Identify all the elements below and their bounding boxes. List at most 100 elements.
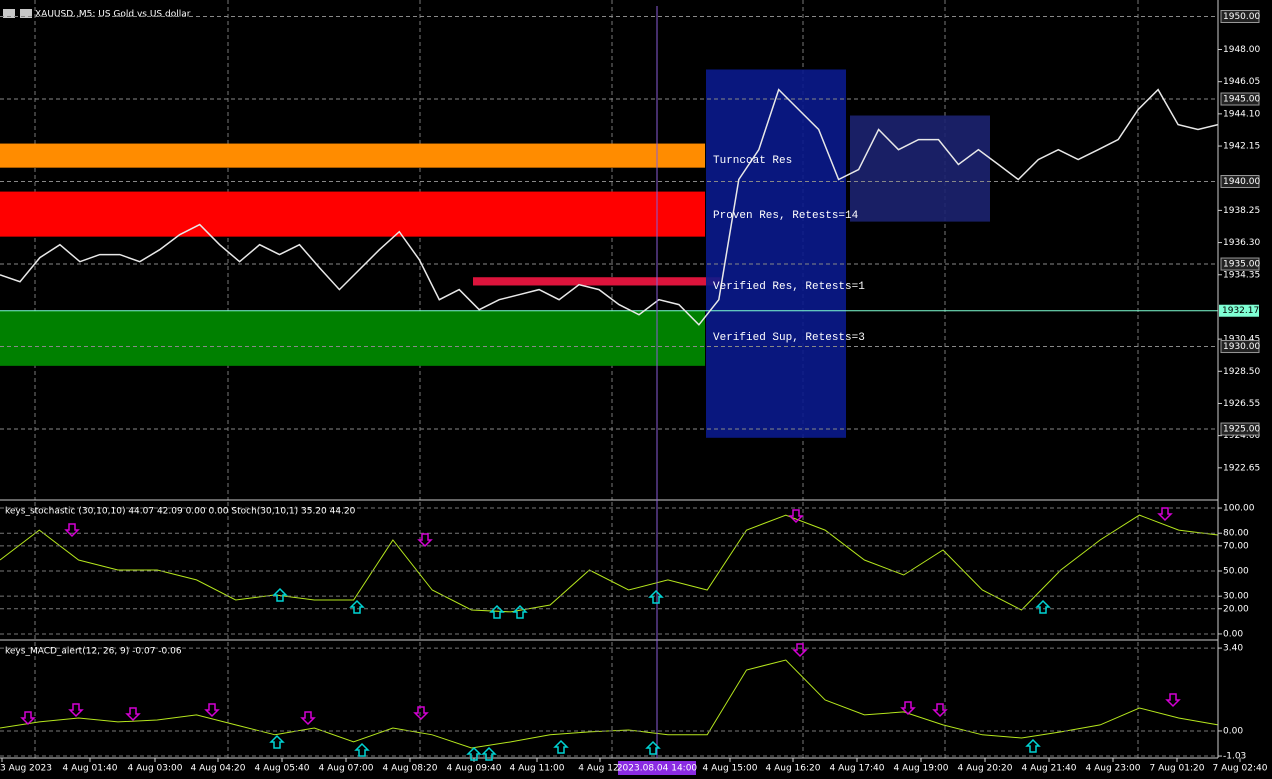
x-tick-label: 4 Aug 05:40: [255, 764, 310, 774]
y-tick-label: 0.00: [1223, 629, 1243, 639]
zone-label: Verified Sup, Retests=3: [713, 332, 865, 344]
y-tick-label: 1938.25: [1223, 206, 1260, 216]
alert-arrow: [645, 740, 661, 755]
y-tick-label: 3.40: [1223, 644, 1243, 654]
x-tick-label: 4 Aug 08:20: [383, 764, 438, 774]
y-tick-label: 30.00: [1223, 592, 1249, 602]
y-tick-label: 80.00: [1223, 529, 1249, 539]
alert-arrow: [648, 589, 664, 604]
y-tick-label: 1930.45: [1223, 335, 1260, 345]
level-box: [1220, 92, 1260, 106]
x-tick-label: 4 Aug 01:40: [63, 764, 118, 774]
alert-arrow: [900, 701, 916, 716]
y-tick-label: 1934.35: [1223, 270, 1260, 280]
indicator-title: keys_MACD_alert(12, 26, 9) -0.07 -0.06: [5, 647, 182, 657]
alert-arrow: [269, 734, 285, 749]
level-label: 1950.00: [1223, 12, 1260, 22]
alert-arrow: [20, 711, 36, 726]
x-tick-label: 4 Aug 23:00: [1086, 764, 1141, 774]
series-line: [0, 514, 1219, 613]
series-line: [0, 88, 1219, 326]
y-tick-label: -1.03: [1223, 752, 1246, 762]
y-tick-label: 1922.65: [1223, 463, 1260, 473]
y-tick-label: 100.00: [1223, 504, 1255, 514]
y-tick-label: 1948.00: [1223, 45, 1260, 55]
x-tick-label: 3 Aug 2023: [0, 764, 52, 774]
y-tick-label: 1936.30: [1223, 238, 1260, 248]
alert-arrow: [68, 703, 84, 718]
zone-label: Turncoat Res: [713, 155, 792, 167]
x-tick-label: 7 Aug 02:40: [1213, 764, 1268, 774]
zone: [473, 277, 720, 286]
box: [706, 69, 846, 438]
zone: [0, 310, 705, 366]
alert-arrow: [204, 703, 220, 718]
zone-label: Proven Res, Retests=14: [713, 210, 859, 222]
zone-label: Verified Res, Retests=1: [713, 281, 865, 293]
y-tick-label: 1926.55: [1223, 399, 1260, 409]
alert-arrow: [466, 746, 482, 761]
x-tick-label: 4 Aug 03:00: [128, 764, 183, 774]
level-box: [1220, 175, 1260, 189]
alert-arrow: [788, 509, 804, 524]
x-tick-label: 7 Aug 01:20: [1150, 764, 1205, 774]
x-tick-label: 4 Aug 16:20: [766, 764, 821, 774]
chart-title: XAUUSD.,M5: US Gold vs US dollar: [35, 10, 191, 20]
y-tick-label: 1928.50: [1223, 367, 1260, 377]
alert-arrow: [489, 604, 505, 619]
x-tick-label: 4 Aug 20:20: [958, 764, 1013, 774]
alert-arrow: [1165, 693, 1181, 708]
alert-arrow: [413, 706, 429, 721]
y-tick-label: 0.00: [1223, 726, 1243, 736]
icon[interactable]: [20, 9, 32, 18]
alert-arrow: [349, 599, 365, 614]
box: [850, 115, 990, 222]
y-tick-label: 1946.05: [1223, 77, 1260, 87]
crosshair-label: 2023.08.04 14:00: [617, 764, 698, 774]
y-tick-label: 1924.60: [1223, 431, 1260, 441]
alert-arrow: [1157, 507, 1173, 522]
level-box: [1220, 422, 1260, 436]
alert-arrow: [512, 604, 528, 619]
y-tick-label: 20.00: [1223, 604, 1249, 614]
x-tick-label: 4 Aug 09:40: [447, 764, 502, 774]
level-box: [1220, 340, 1260, 354]
alert-arrow: [417, 533, 433, 548]
alert-arrow: [354, 742, 370, 757]
alert-arrow: [272, 587, 288, 602]
x-tick-label: 4 Aug 15:00: [703, 764, 758, 774]
x-tick-label: 4 Aug 04:20: [191, 764, 246, 774]
current-price-box: [1219, 304, 1259, 317]
alert-arrow: [481, 746, 497, 761]
x-tick-label: 4 Aug 07:00: [319, 764, 374, 774]
x-tick-label: 4 Aug 21:40: [1022, 764, 1077, 774]
level-box: [1220, 10, 1260, 24]
alert-arrow: [125, 707, 141, 722]
crosshair-box: [618, 761, 696, 775]
level-box: [1220, 257, 1260, 271]
alert-arrow: [1025, 738, 1041, 753]
alert-arrow: [553, 739, 569, 754]
level-label: 1925.00: [1223, 425, 1260, 435]
level-label: 1940.00: [1223, 177, 1260, 187]
alert-arrow: [1035, 599, 1051, 614]
level-label: 1945.00: [1223, 95, 1260, 105]
y-tick-label: 70.00: [1223, 541, 1249, 551]
alert-arrow: [300, 711, 316, 726]
alert-arrow: [64, 523, 80, 538]
y-tick-label: 1942.15: [1223, 142, 1260, 152]
alert-arrow: [792, 643, 808, 658]
y-tick-label: 50.00: [1223, 567, 1249, 577]
alert-arrow: [932, 703, 948, 718]
indicator-title: keys_stochastic (30,10,10) 44.07 42.09 0…: [5, 507, 356, 517]
current-price-label: 1932.17: [1222, 306, 1259, 316]
x-tick-label: 4 Aug 11:00: [510, 764, 565, 774]
icon[interactable]: [3, 9, 15, 18]
x-tick-label: 4 Aug 17:40: [830, 764, 885, 774]
zone: [0, 191, 705, 237]
y-tick-label: 1944.10: [1223, 109, 1260, 119]
level-label: 1935.00: [1223, 260, 1260, 270]
axis-bg: [1218, 0, 1272, 758]
